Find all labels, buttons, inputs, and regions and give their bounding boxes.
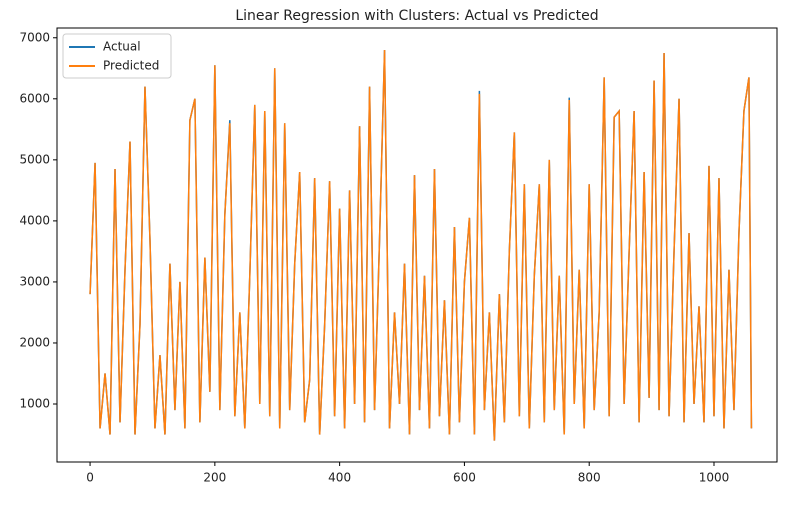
series-line bbox=[89, 49, 753, 441]
chart-title: Linear Regression with Clusters: Actual … bbox=[235, 8, 598, 24]
y-tick-label: 2000 bbox=[19, 335, 50, 349]
y-tick-label: 1000 bbox=[19, 397, 50, 411]
y-tick-label: 6000 bbox=[19, 91, 50, 105]
y-tick-label: 7000 bbox=[19, 30, 50, 44]
x-tick-label: 400 bbox=[328, 471, 351, 485]
x-tick-label: 800 bbox=[578, 471, 601, 485]
x-tick-label: 1000 bbox=[699, 471, 730, 485]
x-tick-label: 200 bbox=[203, 471, 226, 485]
legend-label: Actual bbox=[103, 40, 141, 54]
y-tick-label: 3000 bbox=[19, 274, 50, 288]
y-tick-label: 5000 bbox=[19, 152, 50, 166]
x-tick-label: 0 bbox=[86, 471, 94, 485]
plot-frame bbox=[56, 27, 778, 463]
y-tick-label: 4000 bbox=[19, 213, 50, 227]
legend-label: Predicted bbox=[103, 59, 159, 73]
x-tick-label: 600 bbox=[453, 471, 476, 485]
